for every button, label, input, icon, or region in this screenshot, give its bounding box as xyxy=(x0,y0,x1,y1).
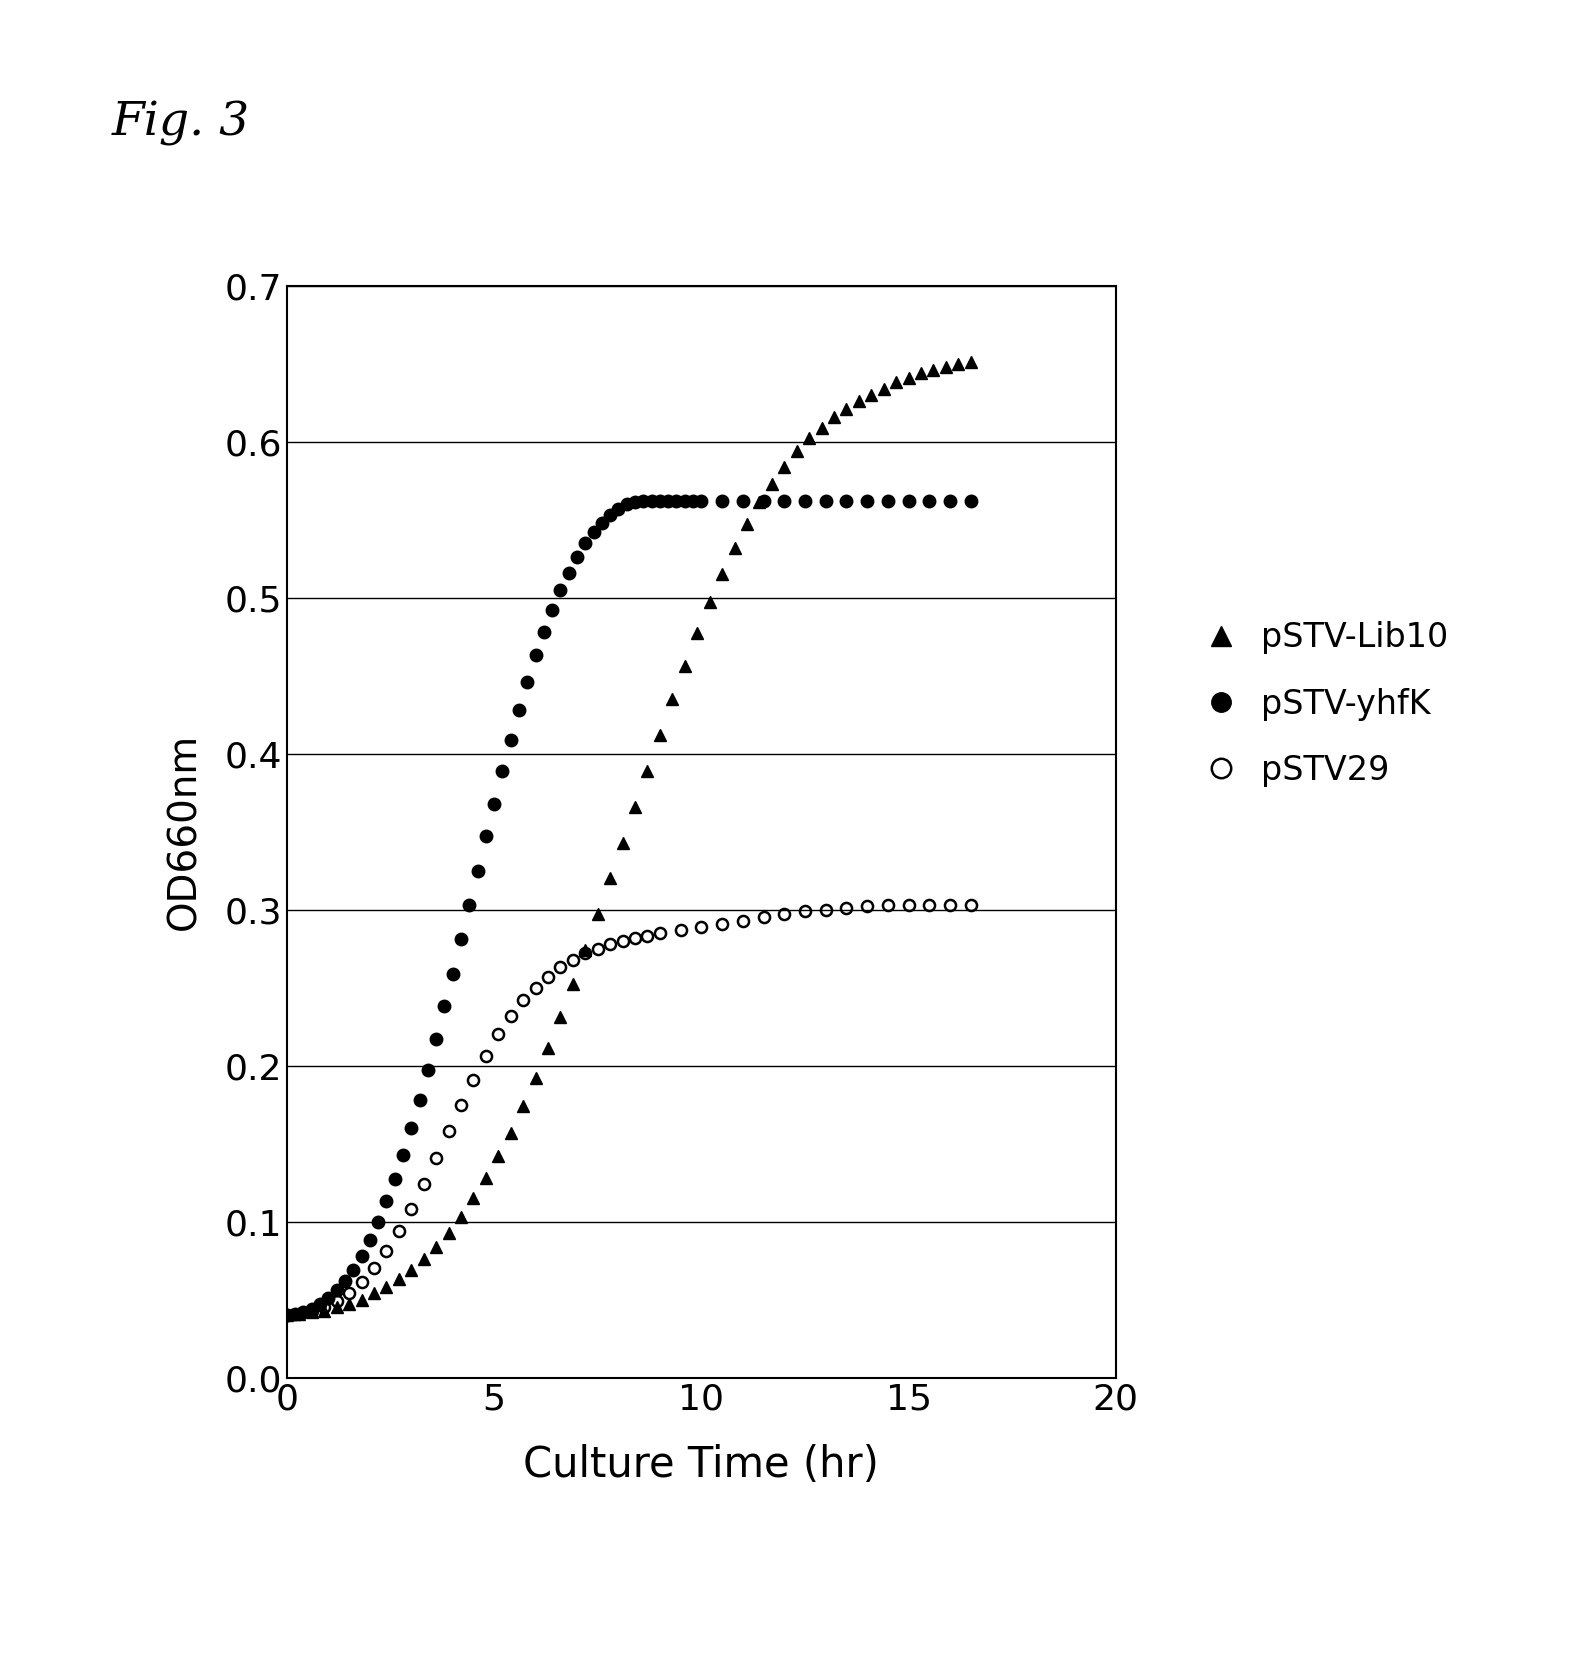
Y-axis label: OD660nm: OD660nm xyxy=(166,732,204,931)
X-axis label: Culture Time (hr): Culture Time (hr) xyxy=(523,1445,880,1487)
Legend: pSTV-Lib10, pSTV-yhfK, pSTV29: pSTV-Lib10, pSTV-yhfK, pSTV29 xyxy=(1173,608,1462,800)
Text: Fig. 3: Fig. 3 xyxy=(112,101,250,146)
